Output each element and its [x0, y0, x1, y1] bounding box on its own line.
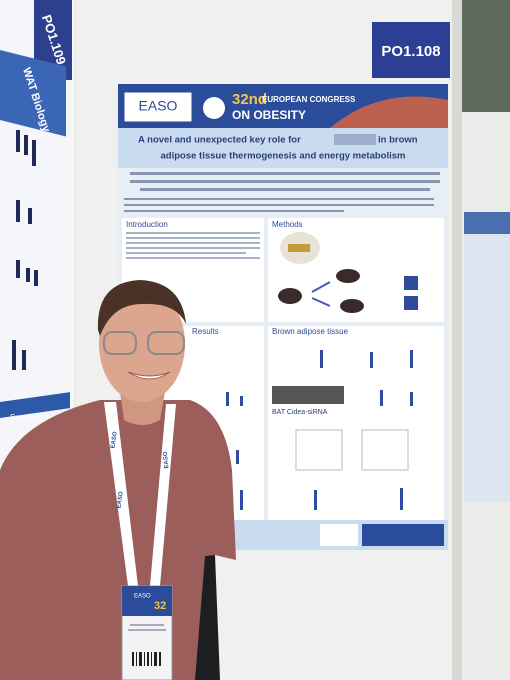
congress-number: 32nd [232, 91, 267, 108]
lanyard-text: EASO [116, 491, 124, 509]
mouse-icon [336, 269, 360, 283]
lanyard [104, 402, 138, 586]
methods-illustration [288, 244, 310, 252]
header-swoosh [330, 96, 448, 128]
glasses [147, 331, 185, 355]
easo-logo [123, 91, 193, 123]
badge-number: 32 [154, 600, 166, 612]
shirt [0, 400, 236, 680]
hair [97, 280, 186, 336]
congress-emblem [203, 97, 225, 119]
poster-title: A novel and unexpected key role for [138, 135, 301, 146]
right-poster [464, 212, 510, 502]
methods-icon [404, 296, 418, 310]
badge-logo: EASO [134, 594, 151, 600]
blot [272, 386, 344, 404]
badge-header [122, 586, 172, 616]
figure-label: BAT Cidea-siRNA [272, 409, 328, 416]
poster-bar-glyphs [226, 350, 413, 510]
blurred-word [334, 134, 376, 145]
label-box [372, 22, 450, 78]
title-band [118, 128, 448, 168]
section-heading: Methods [272, 220, 303, 229]
neck [120, 392, 165, 425]
smile [127, 371, 171, 380]
left-heading-band [0, 50, 66, 137]
intro-text [126, 232, 260, 259]
window [462, 0, 510, 112]
face [99, 286, 185, 402]
mouse-icon [340, 299, 364, 313]
lanyard-text: EASO [110, 431, 118, 449]
logo-strip [362, 524, 444, 546]
section-heading: Results [192, 327, 219, 336]
poster-plot [295, 429, 343, 471]
lanyard-text: EASO [163, 451, 170, 469]
right-poster-header [464, 212, 510, 234]
poster-plot [361, 429, 409, 471]
bat-panel [268, 326, 444, 520]
conclusion-box [320, 524, 358, 546]
barcode [132, 652, 161, 666]
section-heading: Brown adipose tissue [272, 327, 349, 336]
methods-icon [404, 276, 418, 290]
badge-text [128, 624, 166, 631]
congress-name: ON OBESITY [232, 108, 306, 122]
glasses [103, 331, 137, 355]
section-heading: Introduction [126, 220, 168, 229]
poster-title: adipose tissue thermogenesis and energy … [161, 151, 406, 162]
easo-logo-text: EASO [139, 98, 178, 114]
lanyard [150, 404, 176, 586]
congress-name: EUROPEAN CONGRESS [262, 95, 356, 104]
panel-post [452, 0, 462, 680]
left-summary-band [0, 392, 70, 418]
poster-label: PO1.108 [381, 43, 440, 60]
poster-title: in brown [378, 135, 418, 146]
methods-arrow [311, 281, 331, 307]
author-lines [124, 172, 440, 212]
left-figures [12, 130, 38, 370]
mouse-icon [278, 288, 302, 304]
left-summary: Summary [10, 413, 44, 422]
trousers [195, 555, 220, 680]
